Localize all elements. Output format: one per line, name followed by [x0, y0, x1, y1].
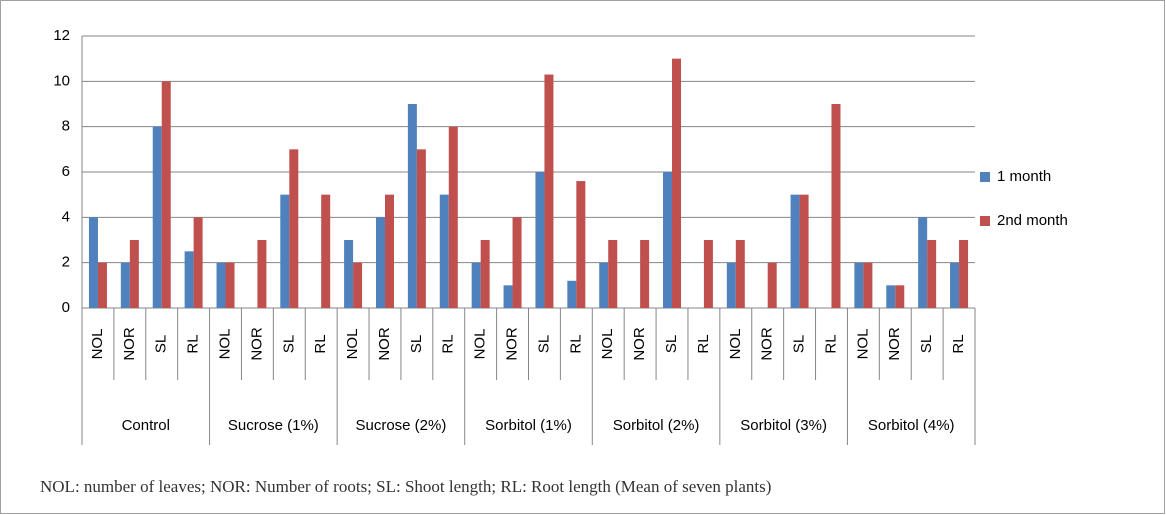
- x-tick-label: SL: [153, 335, 170, 353]
- x-tick-label: RL: [312, 334, 329, 353]
- x-tick-label: NOL: [472, 329, 489, 360]
- bar: [384, 194, 394, 308]
- bar: [161, 81, 171, 308]
- bar: [97, 262, 107, 308]
- x-tick-label: NOR: [886, 327, 903, 361]
- x-tick-label: NOR: [121, 327, 138, 361]
- x-tick-label: RL: [822, 334, 839, 353]
- bar: [439, 194, 449, 308]
- bar: [767, 262, 777, 308]
- group-label: Sorbitol (3%): [740, 417, 827, 434]
- bar: [576, 181, 586, 308]
- x-tick-label: NOL: [599, 329, 616, 360]
- bar: [416, 149, 426, 308]
- bar: [927, 240, 937, 308]
- bar: [184, 251, 194, 308]
- bar: [448, 126, 458, 309]
- bar: [567, 280, 577, 308]
- bar: [726, 262, 736, 308]
- bar: [129, 240, 139, 308]
- x-tick-label: NOR: [376, 327, 393, 361]
- bar: [918, 217, 928, 308]
- bar: [216, 262, 226, 308]
- x-tick-label: SL: [791, 335, 808, 353]
- x-tick-label: NOL: [344, 329, 361, 360]
- legend-label: 1 month: [997, 168, 1051, 185]
- x-tick-label: SL: [408, 335, 425, 353]
- x-tick-label: RL: [695, 334, 712, 353]
- group-label: Sucrose (1%): [228, 417, 319, 434]
- x-tick-label: RL: [950, 334, 967, 353]
- bar: [663, 172, 673, 308]
- group-label: Sorbitol (1%): [485, 417, 572, 434]
- x-tick-label: SL: [918, 335, 935, 353]
- group-label: Sorbitol (4%): [868, 417, 955, 434]
- bar: [790, 194, 800, 308]
- footnote: NOL: number of leaves; NOR: Number of ro…: [40, 477, 771, 496]
- legend-swatch: [980, 216, 990, 226]
- bar: [503, 285, 513, 308]
- x-tick-label: NOR: [248, 327, 265, 361]
- bar: [886, 285, 896, 308]
- bar: [535, 172, 545, 308]
- x-tick-label: RL: [440, 334, 457, 353]
- group-label: Sucrose (2%): [355, 417, 446, 434]
- bar: [88, 217, 98, 308]
- bar: [512, 217, 522, 308]
- bar: [280, 194, 290, 308]
- y-tick-label: 0: [62, 299, 70, 316]
- bar: [950, 262, 960, 308]
- bar: [799, 194, 809, 308]
- y-tick-label: 8: [62, 118, 70, 135]
- x-tick-label: NOL: [854, 329, 871, 360]
- x-tick-label: SL: [535, 335, 552, 353]
- bar: [854, 262, 864, 308]
- x-tick-label: NOL: [216, 329, 233, 360]
- bar: [471, 262, 481, 308]
- bar: [863, 262, 873, 308]
- x-tick-label: SL: [663, 335, 680, 353]
- bar: [321, 194, 331, 308]
- x-tick-label: SL: [280, 335, 297, 353]
- x-tick-label: RL: [567, 334, 584, 353]
- bar: [735, 240, 745, 308]
- bar: [608, 240, 618, 308]
- bar: [152, 126, 162, 309]
- group-label: Sorbitol (2%): [613, 417, 700, 434]
- group-label: Control: [122, 417, 170, 434]
- bar: [375, 217, 385, 308]
- x-tick-label: NOL: [727, 329, 744, 360]
- bar: [831, 104, 841, 308]
- y-tick-label: 6: [62, 163, 70, 180]
- legend-swatch: [980, 172, 990, 182]
- bar: [344, 240, 354, 308]
- bar: [703, 240, 713, 308]
- y-tick-label: 10: [53, 72, 70, 89]
- bar: [407, 104, 417, 308]
- bar: [544, 74, 554, 309]
- x-tick-label: NOL: [89, 329, 106, 360]
- x-tick-label: NOR: [759, 327, 776, 361]
- bar: [895, 285, 905, 308]
- bar: [289, 149, 299, 308]
- bar: [640, 240, 650, 308]
- x-tick-label: NOR: [504, 327, 521, 361]
- bar: [959, 240, 969, 308]
- y-tick-label: 4: [62, 208, 70, 225]
- y-tick-label: 12: [53, 27, 70, 44]
- bar: [193, 217, 203, 308]
- bar: [120, 262, 130, 308]
- bar: [599, 262, 609, 308]
- x-tick-label: RL: [185, 334, 202, 353]
- bar: [225, 262, 235, 308]
- bar: [353, 262, 363, 308]
- bar: [257, 240, 267, 308]
- y-tick-label: 2: [62, 254, 70, 271]
- bar: [672, 58, 682, 308]
- legend-label: 2nd month: [997, 212, 1068, 229]
- bar: [480, 240, 490, 308]
- x-tick-label: NOR: [631, 327, 648, 361]
